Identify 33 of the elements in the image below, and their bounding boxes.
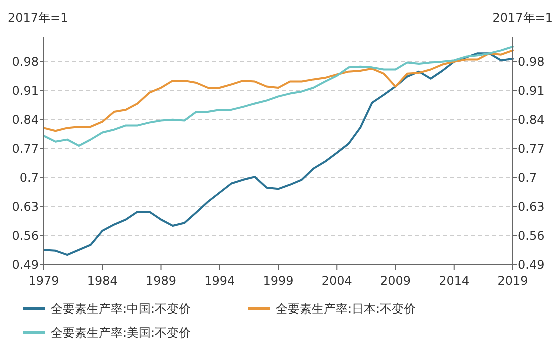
x-tick-label: 1979 — [28, 274, 60, 288]
y2-axis-title: 2017年=1 — [492, 11, 553, 25]
x-tick-label: 2004 — [322, 274, 352, 288]
y2-tick-label: 0.98 — [518, 55, 545, 70]
line-series — [43, 50, 514, 132]
y-tick-label: 0.7 — [20, 171, 39, 186]
y-tick-label: 0.84 — [12, 113, 39, 128]
legend-label: 全要素生产率:美国:不变价 — [51, 326, 192, 340]
legend-label: 全要素生产率:中国:不变价 — [51, 302, 192, 316]
y2-tick-label: 0.77 — [518, 142, 545, 156]
x-tick-label: 1989 — [146, 274, 177, 288]
y2-tick-label: 0.63 — [518, 200, 545, 214]
y-tick-label: 0.49 — [12, 258, 39, 272]
x-tick-label: 2019 — [498, 274, 528, 288]
x-tick-label: 2009 — [380, 274, 412, 288]
x-tick-label: 1994 — [204, 274, 236, 288]
y2-tick-label: 0.91 — [518, 84, 545, 98]
y2-tick-label: 0.56 — [518, 229, 545, 244]
y2-tick-label: 0.49 — [518, 258, 545, 272]
y2-tick-label: 0.7 — [518, 171, 538, 186]
y-axis-title: 2017年=1 — [8, 11, 68, 25]
y-tick-label: 0.77 — [12, 142, 39, 156]
y2-tick-label: 0.84 — [518, 113, 545, 128]
line-series — [43, 46, 514, 148]
x-tick-label: 1984 — [87, 274, 118, 288]
x-tick-label: 1999 — [263, 274, 294, 288]
y-tick-label: 0.98 — [12, 55, 39, 70]
x-tick-label: 2014 — [439, 274, 470, 288]
line-series — [43, 52, 514, 256]
y-tick-label: 0.63 — [12, 200, 39, 214]
y-tick-label: 0.56 — [12, 229, 39, 244]
y-tick-label: 0.91 — [12, 84, 39, 98]
legend-label: 全要素生产率:日本:不变价 — [276, 302, 416, 316]
